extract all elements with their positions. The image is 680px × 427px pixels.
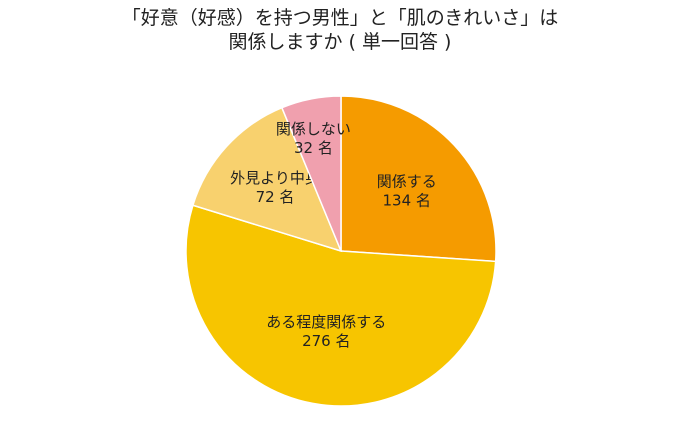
slice-label: ある程度関係する	[266, 313, 386, 331]
pie-slice	[191, 106, 343, 253]
slice-label: 関係しない	[276, 120, 351, 138]
slice-value-label: 72 名	[256, 188, 295, 206]
slice-value-label: 32 名	[294, 139, 333, 157]
slice-value-label: 276 名	[302, 332, 350, 350]
pie-slice	[280, 95, 342, 252]
slice-label: 外見より中身	[230, 169, 320, 187]
chart-title-line1: 「好意（好感）を持つ男性」と「肌のきれいさ」は	[121, 7, 559, 29]
chart-title-line2: 関係しますか ( 単一回答 )	[228, 31, 452, 53]
slice-label: 関係する	[377, 173, 437, 191]
pie-slice	[340, 95, 497, 263]
chart-title: 「好意（好感）を持つ男性」と「肌のきれいさ」は 関係しますか ( 単一回答 )	[0, 6, 680, 54]
pie-slice	[185, 204, 497, 407]
slice-value-label: 134 名	[382, 192, 430, 210]
